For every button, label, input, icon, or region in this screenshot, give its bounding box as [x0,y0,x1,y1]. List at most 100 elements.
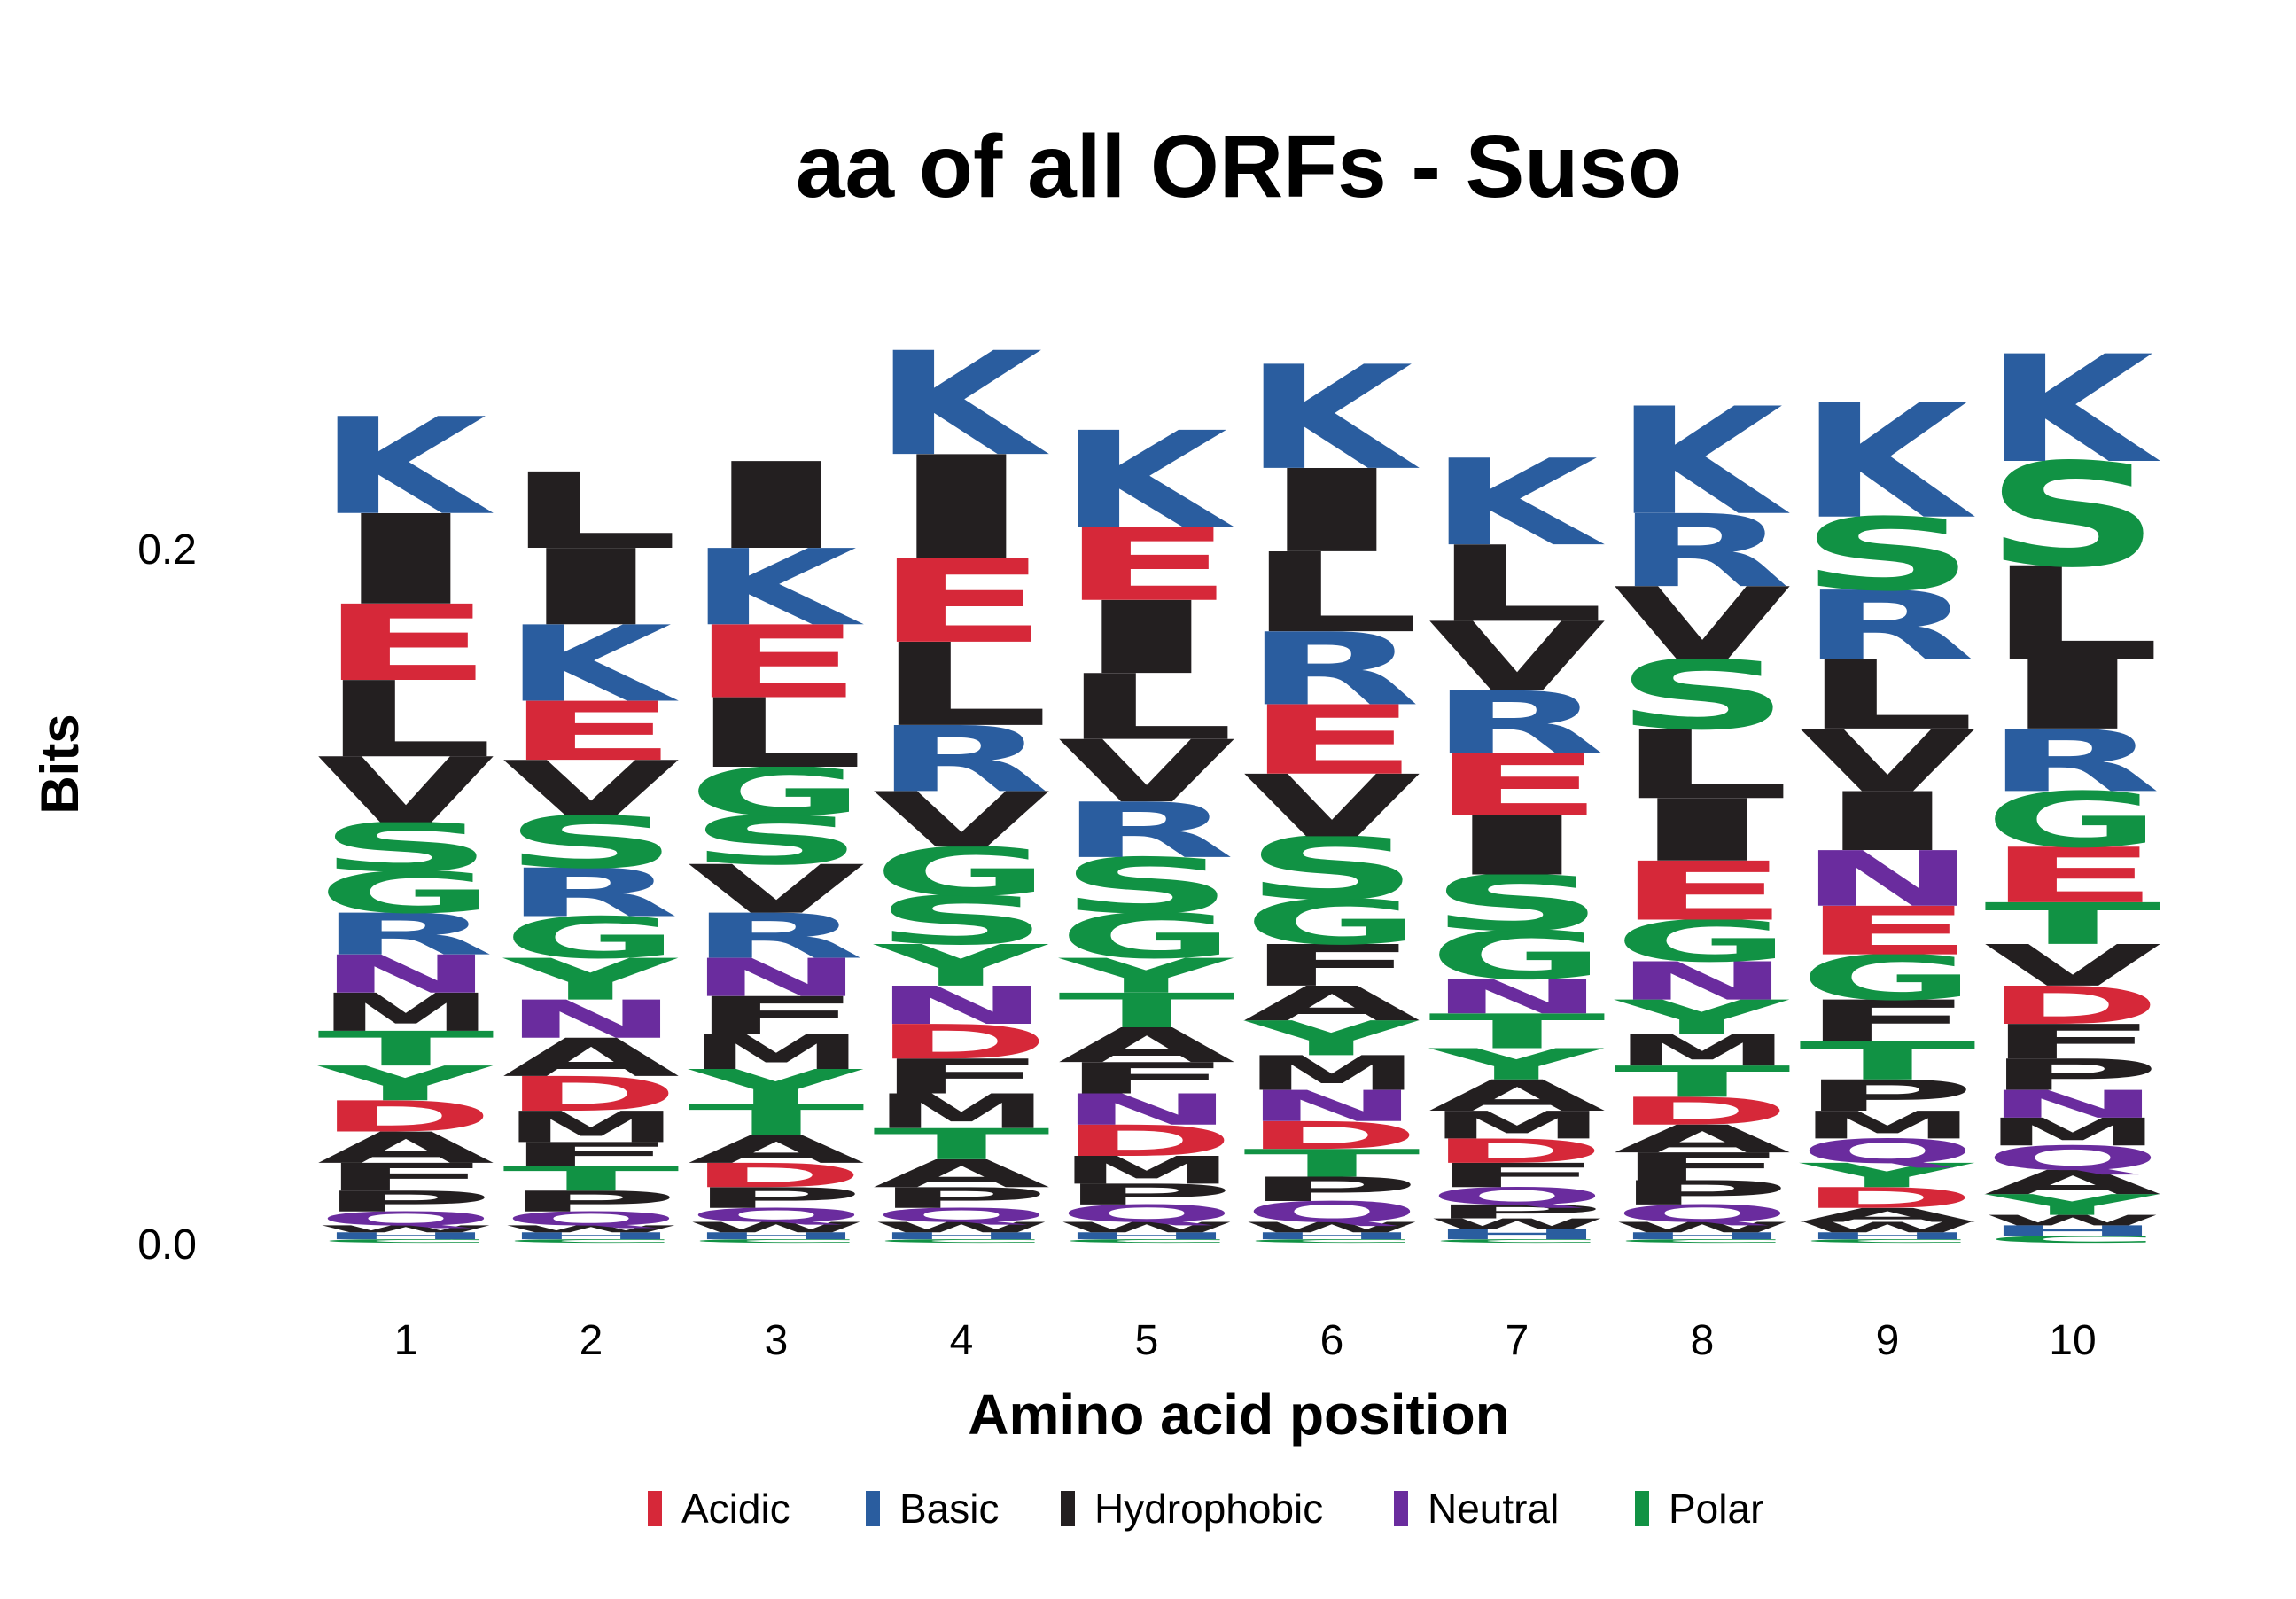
logo-letter-F: F [1243,932,1420,999]
logo-letter-W: W [1614,1219,1791,1236]
logo-letter-M: M [1614,1026,1791,1075]
logo-letter-K: K [1984,324,2160,496]
x-tick-label: 1 [394,1317,418,1364]
logo-letter-T: T [1058,983,1235,1039]
logo-letter-M: M [317,982,494,1043]
logo-letter-M: M [1984,1111,2161,1155]
logo-letter-N: N [1799,835,1976,924]
logo-letter-G: G [1984,776,2161,865]
logo-letter-A: A [1614,1117,1791,1161]
logo-letter-G: G [1799,942,1976,1014]
logo-letter-L: L [1614,710,1791,821]
logo-letter-E: E [688,604,865,721]
logo-letter-Q: Q [1984,1139,2161,1178]
logo-letter-P: P [1428,1201,1606,1223]
logo-letter-P: P [1614,1174,1791,1213]
logo-letter-Q: Q [317,1208,494,1230]
logo-letter-N: N [1984,1082,2161,1127]
logo-letter-C: C [1799,1238,1976,1244]
logo-letter-W: W [873,1219,1050,1236]
logo-letter-M: M [1428,1104,1606,1148]
logo-letter-P: P [1058,1178,1235,1211]
y-tick-label: 0.2 [137,526,197,573]
logo-letter-S: S [1799,496,1976,612]
logo-letter-R: R [688,901,865,972]
logo-letter-D: D [1058,1116,1235,1166]
logo-letter-W: W [1428,1216,1606,1233]
logo-letter-I: I [1799,775,1976,869]
logo-letter-Q: Q [502,1208,680,1230]
logo-letter-S: S [1243,820,1420,920]
logo-letter-V: V [688,851,865,929]
logo-stacks: CHWQPFADYTMNRGSVLEIKCHWQPTFMDANYGRSVEKIL… [317,323,2161,1245]
legend-label: Hydrophobic [1094,1486,1323,1532]
logo-letter-R: R [1799,571,1976,682]
logo-letter-V: V [873,776,1050,865]
logo-letter-Y: Y [873,932,1049,999]
y-axis-label: Bits [30,714,90,814]
logo-letter-L: L [1058,655,1235,760]
logo-letter-Q: Q [1243,1196,1420,1229]
logo-letter-H: H [317,1230,494,1242]
logo-letter-R: R [1428,674,1606,773]
logo-letter-A: A [1799,1205,1976,1227]
logo-letter-S: S [1058,842,1235,931]
logo-letter-G: G [317,860,494,926]
logo-letter-C: C [1984,1234,2161,1244]
logo-letter-E: E [1058,508,1235,624]
legend-item-hydrophobic: Hydrophobic [1061,1486,1323,1532]
logo-letter-M: M [1243,1046,1420,1102]
logo-letter-C: C [873,1238,1050,1244]
legend-swatch [648,1491,662,1526]
logo-letter-W: W [688,1219,865,1236]
logo-letter-Y: Y [1243,1011,1420,1067]
logo-letter-M: M [1799,1104,1976,1148]
y-tick-label: 0.0 [137,1221,197,1268]
logo-letter-N: N [1243,1081,1420,1131]
logo-letter-E: E [1799,893,1976,970]
logo-letter-R: R [317,901,494,968]
x-axis: 1 2 3 4 5 6 7 8 9 10 [394,1317,2097,1364]
logo-letter-T: T [873,1119,1050,1169]
logo-letter-H: H [1984,1222,2161,1239]
logo-letter-L: L [1428,524,1606,646]
logo-letter-C: C [1614,1238,1791,1244]
logo-letter-D: D [1428,1132,1606,1171]
logo-letter-V: V [1428,602,1606,713]
legend-item-acidic: Acidic [648,1486,790,1532]
logo-letter-N: N [502,989,680,1050]
logo-letter-Q: Q [688,1205,865,1227]
logo-letter-G: G [873,833,1050,911]
logo-letter-Q: Q [1799,1132,1976,1171]
logo-letter-F: F [873,1049,1050,1105]
logo-letter-N: N [688,948,865,1009]
x-axis-label: Amino acid position [968,1383,1510,1447]
logo-letter-A: A [1984,1163,2161,1202]
legend-label: Polar [1669,1486,1763,1532]
logo-letter-G: G [688,753,865,831]
legend-label: Acidic [681,1486,790,1532]
logo-letter-H: H [1799,1230,1976,1242]
logo-letter-Y: Y [317,1057,494,1112]
logo-letter-G: G [1614,909,1791,975]
logo-letter-P: P [317,1185,494,1218]
logo-letter-I: I [1614,781,1791,880]
x-tick-label: 6 [1320,1317,1344,1364]
logo-letter-L: L [1984,540,2161,690]
logo-letter-I: I [317,488,494,633]
logo-letter-C: C [502,1238,680,1244]
logo-letter-T: T [1428,1004,1606,1060]
x-tick-label: 7 [1506,1317,1529,1364]
logo-letter-K: K [688,526,864,649]
logo-letter-E: E [317,582,494,705]
logo-letter-V: V [317,739,494,844]
logo-letter-S: S [688,802,865,880]
logo-letter-R: R [1243,612,1420,728]
logo-letter-I: I [1058,581,1235,697]
legend: Acidic Basic Hydrophobic Neutral Polar [648,1486,1763,1532]
x-tick-label: 3 [765,1317,789,1364]
